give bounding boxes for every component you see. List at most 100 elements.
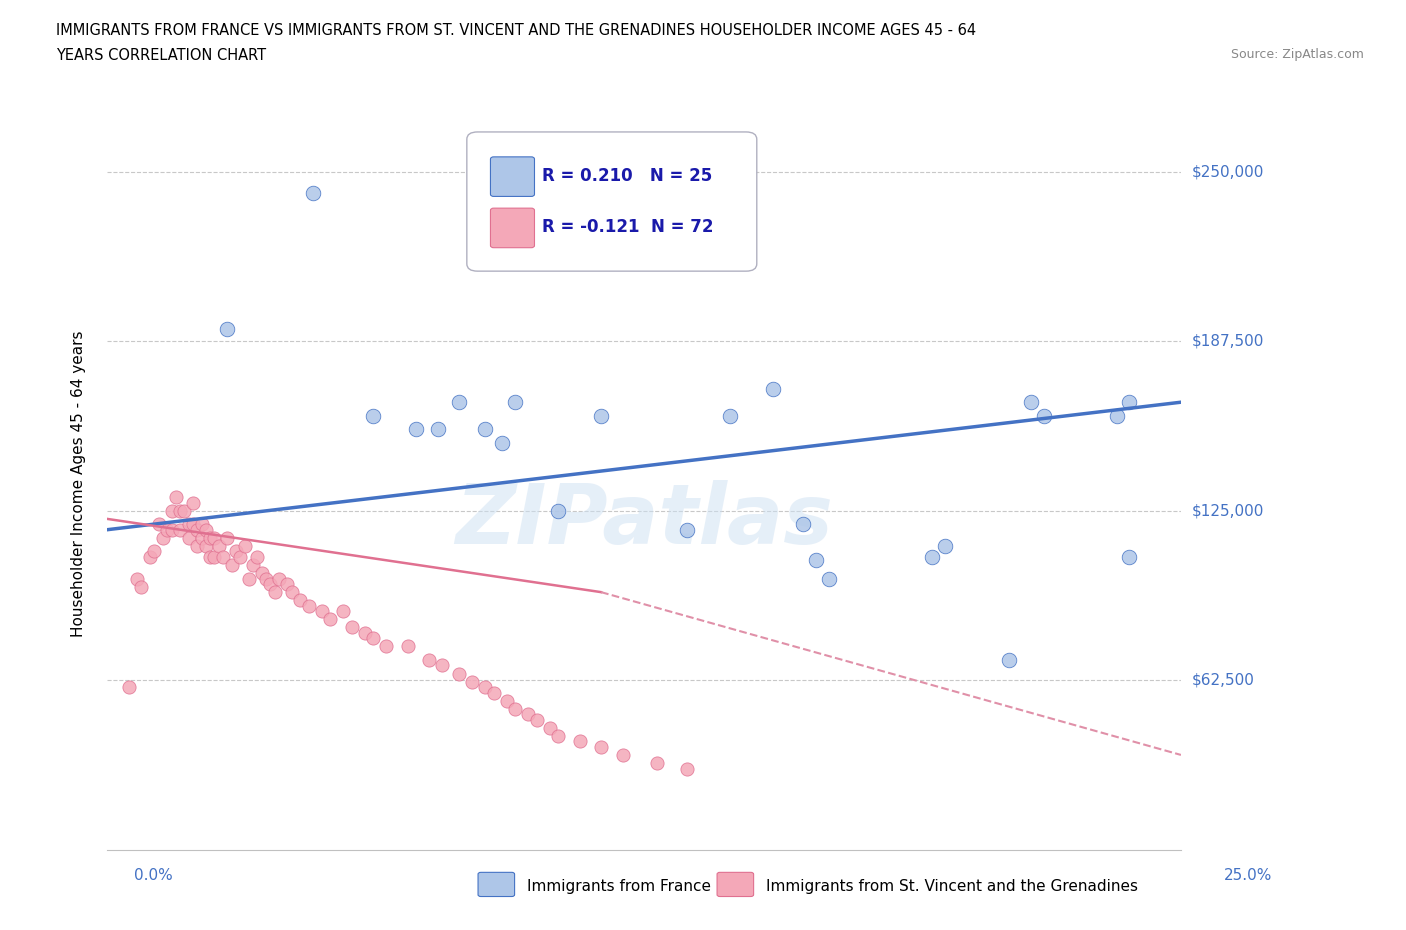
Text: R = 0.210   N = 25: R = 0.210 N = 25 (541, 166, 713, 185)
Point (1105, 408, 1128, 423)
Point (792, 517, 814, 532)
Point (198, 530, 221, 545)
Point (221, 558, 243, 573)
Text: Immigrants from St. Vincent and the Grenadines: Immigrants from St. Vincent and the Gren… (766, 879, 1139, 894)
Point (547, 503, 569, 518)
Point (169, 503, 191, 518)
Point (817, 571, 839, 586)
Point (173, 503, 195, 518)
Point (190, 530, 212, 545)
Point (449, 666, 471, 681)
FancyBboxPatch shape (467, 132, 756, 272)
Point (242, 558, 264, 573)
Y-axis label: Householder Income Ages 45 - 64 years: Householder Income Ages 45 - 64 years (72, 330, 86, 637)
Point (169, 523, 191, 538)
Point (474, 680, 496, 695)
Point (591, 408, 613, 423)
Point (1118, 394, 1140, 409)
Point (482, 685, 505, 700)
Point (491, 435, 513, 450)
Point (517, 707, 540, 722)
Text: YEARS CORRELATION CHART: YEARS CORRELATION CHART (56, 48, 266, 63)
Point (290, 592, 312, 607)
Point (934, 538, 956, 553)
Text: IMMIGRANTS FROM FRANCE VS IMMIGRANTS FROM ST. VINCENT AND THE GRENADINES HOUSEHO: IMMIGRANTS FROM FRANCE VS IMMIGRANTS FRO… (56, 23, 976, 38)
Point (152, 530, 174, 545)
Point (396, 639, 419, 654)
Point (156, 523, 179, 538)
Point (198, 550, 221, 565)
Text: R = -0.121  N = 72: R = -0.121 N = 72 (541, 219, 713, 236)
Point (233, 538, 256, 553)
FancyBboxPatch shape (491, 157, 534, 196)
Point (302, 186, 325, 201)
Point (181, 517, 204, 532)
Point (612, 748, 634, 763)
Point (503, 701, 526, 716)
Point (160, 523, 183, 538)
Point (127, 571, 149, 586)
Point (148, 517, 170, 532)
Point (177, 517, 200, 532)
Point (762, 381, 785, 396)
Point (139, 550, 162, 565)
Text: 25.0%: 25.0% (1225, 868, 1272, 883)
Point (250, 565, 273, 580)
Point (591, 739, 613, 754)
Point (229, 550, 252, 565)
Point (208, 538, 231, 553)
Point (276, 577, 298, 591)
Point (449, 394, 471, 409)
Point (676, 523, 699, 538)
Point (194, 538, 217, 553)
Point (259, 577, 281, 591)
Point (311, 604, 333, 618)
Point (281, 585, 304, 600)
Point (204, 550, 226, 565)
Point (998, 653, 1021, 668)
Point (1032, 408, 1054, 423)
Point (718, 408, 741, 423)
Point (181, 495, 204, 510)
Point (225, 544, 247, 559)
Point (160, 503, 183, 518)
Point (363, 408, 385, 423)
Point (117, 680, 139, 695)
Point (804, 552, 827, 567)
Point (426, 422, 449, 437)
Point (217, 322, 239, 337)
Point (238, 571, 260, 586)
Point (353, 625, 375, 640)
Point (332, 604, 354, 618)
Point (190, 517, 212, 532)
Point (177, 530, 200, 545)
Point (165, 490, 187, 505)
Point (503, 394, 526, 409)
Point (131, 579, 153, 594)
Point (186, 523, 208, 538)
Point (430, 658, 453, 672)
Point (645, 756, 668, 771)
FancyBboxPatch shape (491, 208, 534, 247)
Text: $187,500: $187,500 (1192, 334, 1264, 349)
Point (375, 639, 398, 654)
Point (461, 674, 484, 689)
Point (246, 550, 269, 565)
Point (254, 571, 277, 586)
Point (186, 538, 208, 553)
Text: ZIPatlas: ZIPatlas (456, 480, 832, 561)
Point (298, 598, 321, 613)
Point (363, 631, 385, 645)
Text: Source: ZipAtlas.com: Source: ZipAtlas.com (1230, 48, 1364, 61)
Point (526, 712, 548, 727)
Point (547, 728, 569, 743)
Point (204, 530, 226, 545)
Point (1118, 550, 1140, 565)
Text: $125,000: $125,000 (1192, 503, 1264, 518)
Point (1019, 394, 1042, 409)
Point (267, 571, 290, 586)
Point (568, 734, 591, 749)
Point (418, 653, 440, 668)
Point (319, 612, 342, 627)
Point (143, 544, 166, 559)
